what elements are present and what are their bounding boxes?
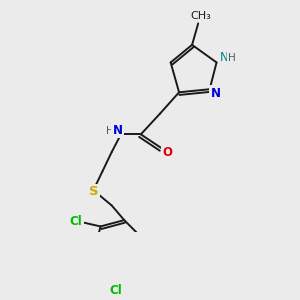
- Text: N: N: [220, 51, 229, 64]
- Text: N: N: [211, 86, 221, 100]
- Text: H: H: [228, 53, 236, 63]
- Text: CH₃: CH₃: [190, 11, 211, 21]
- Text: Cl: Cl: [109, 284, 122, 297]
- Text: Cl: Cl: [70, 214, 83, 228]
- Text: N: N: [113, 124, 123, 137]
- Text: H: H: [106, 125, 114, 136]
- Text: O: O: [163, 146, 172, 159]
- Text: S: S: [88, 185, 98, 198]
